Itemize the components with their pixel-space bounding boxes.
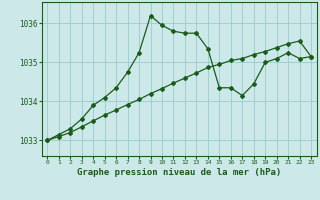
X-axis label: Graphe pression niveau de la mer (hPa): Graphe pression niveau de la mer (hPa) (77, 168, 281, 177)
